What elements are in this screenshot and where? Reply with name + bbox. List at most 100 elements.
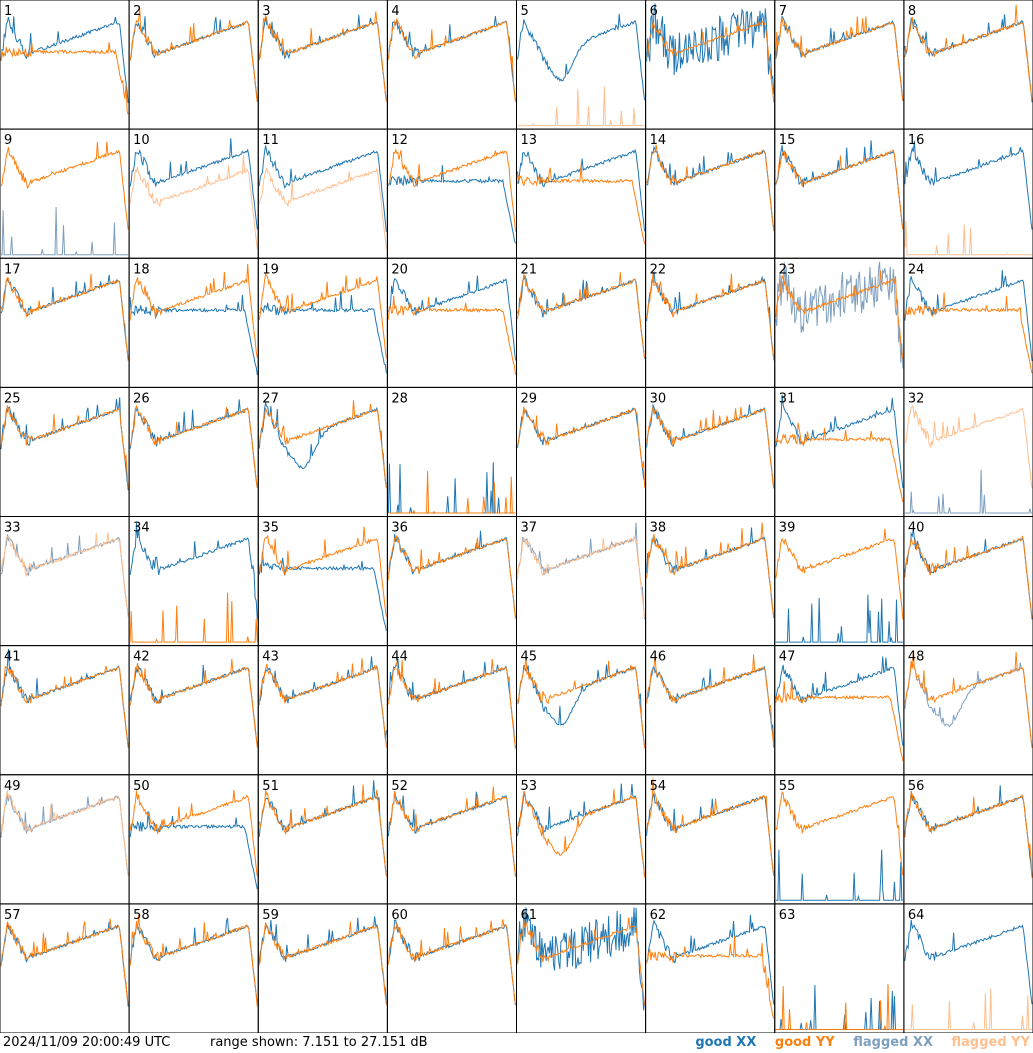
series-yy-line [904, 404, 1033, 489]
series-xx-line [646, 793, 775, 876]
series-xx-line [0, 16, 129, 103]
panel-frame [386, 516, 517, 647]
panel-label: 45 [521, 650, 538, 665]
panel-frame [903, 903, 1033, 1033]
series-yy-line [258, 400, 387, 489]
series-xx-line [259, 290, 387, 374]
series-xx-line [775, 140, 904, 230]
series-xx-line [258, 780, 387, 876]
series-yy-line [775, 149, 904, 230]
panel-55: 55 [774, 774, 905, 905]
panel-label: 6 [650, 4, 658, 19]
panel-label: 29 [521, 391, 538, 406]
panel-label: 27 [262, 391, 279, 406]
series-yy-line [0, 665, 129, 747]
panel-label: 63 [779, 908, 796, 923]
panel-18: 18 [128, 257, 259, 388]
panel-frame [257, 903, 388, 1033]
series-yy-line [0, 918, 129, 1004]
series-yy-line [646, 778, 775, 876]
panel-frame [128, 257, 259, 388]
series-xx-line [517, 148, 646, 232]
panel-35: 35 [257, 516, 388, 647]
panel-36: 36 [386, 516, 517, 647]
panel-frame [645, 516, 776, 647]
series-yy-line [646, 522, 775, 618]
series-yy-line [904, 292, 1033, 374]
panel-37: 37 [516, 516, 647, 647]
legend-good-xx: good XX [695, 1035, 757, 1050]
panel-33: 33 [0, 516, 130, 647]
series-yy-line [258, 167, 387, 250]
panel-frame [128, 516, 259, 647]
legend: good XX good YY flagged XX flagged YY [681, 1035, 1030, 1050]
panel-label: 41 [4, 650, 21, 665]
panel-label: 23 [779, 262, 796, 277]
series-yy-line [517, 789, 646, 878]
panel-frame [386, 386, 517, 517]
panel-label: 25 [4, 391, 21, 406]
series-yy-line [904, 650, 1033, 749]
panel-50: 50 [128, 774, 259, 905]
panel-label: 61 [521, 908, 538, 923]
panel-frame [903, 257, 1033, 388]
panel-label: 5 [521, 4, 529, 19]
panel-frame [128, 0, 259, 130]
series-yy-line [258, 784, 387, 877]
panel-label: 24 [908, 262, 925, 277]
series-xx-line [646, 403, 775, 488]
series-yy-line [387, 17, 516, 102]
panel-52: 52 [386, 774, 517, 905]
panel-frame [386, 257, 517, 388]
panel-frame [645, 0, 776, 130]
panel-frame [257, 516, 388, 647]
panel-40: 40 [903, 516, 1033, 647]
panel-frame [257, 774, 388, 905]
panel-12: 12 [386, 128, 517, 259]
panel-frame [128, 645, 259, 776]
panel-41: 41 [0, 645, 130, 776]
series-yy-line [646, 935, 775, 1019]
series-xx-line [0, 534, 129, 617]
series-xx-line [129, 522, 258, 620]
series-xx-line [129, 811, 258, 890]
panel-label: 47 [779, 650, 796, 665]
panel-25: 25 [0, 386, 130, 517]
panel-label: 48 [908, 650, 925, 665]
series-yy-line [388, 148, 516, 232]
panel-frame [0, 0, 130, 130]
panel-label: 54 [650, 779, 667, 794]
series-xx-line [387, 165, 516, 244]
panel-frame [386, 128, 517, 259]
panel-22: 22 [645, 257, 776, 388]
series-yy-line [129, 154, 258, 250]
series-xx-line [387, 275, 516, 361]
panel-label: 34 [133, 521, 150, 536]
legend-flagged-yy: flagged YY [951, 1035, 1031, 1050]
panel-frame [516, 645, 647, 776]
panel-frame [774, 903, 905, 1033]
panel-label: 59 [262, 908, 279, 923]
series-xx-line [387, 530, 516, 618]
panel-frame [128, 903, 259, 1033]
panel-17: 17 [0, 257, 130, 388]
panel-frame [0, 774, 130, 905]
series-yy-line [0, 273, 129, 361]
series-xx-line [646, 527, 775, 619]
series-xx-line [517, 907, 646, 1011]
panel-label: 30 [650, 391, 667, 406]
panel-frame [903, 645, 1033, 776]
series-yy-line [517, 272, 646, 359]
series-yy-line [517, 86, 645, 127]
series-xx-line [904, 919, 1033, 1005]
panel-31: 31 [774, 386, 905, 517]
series-xx-line [775, 15, 904, 101]
series-xx-line [775, 261, 904, 369]
panel-61: 61 [516, 903, 647, 1033]
series-xx-line [1, 206, 129, 256]
timestamp: 2024/11/09 20:00:49 UTC [3, 1035, 171, 1050]
panel-label: 10 [133, 133, 150, 148]
panel-48: 48 [903, 645, 1033, 776]
series-yy-line [904, 535, 1033, 619]
panel-label: 4 [391, 4, 399, 19]
